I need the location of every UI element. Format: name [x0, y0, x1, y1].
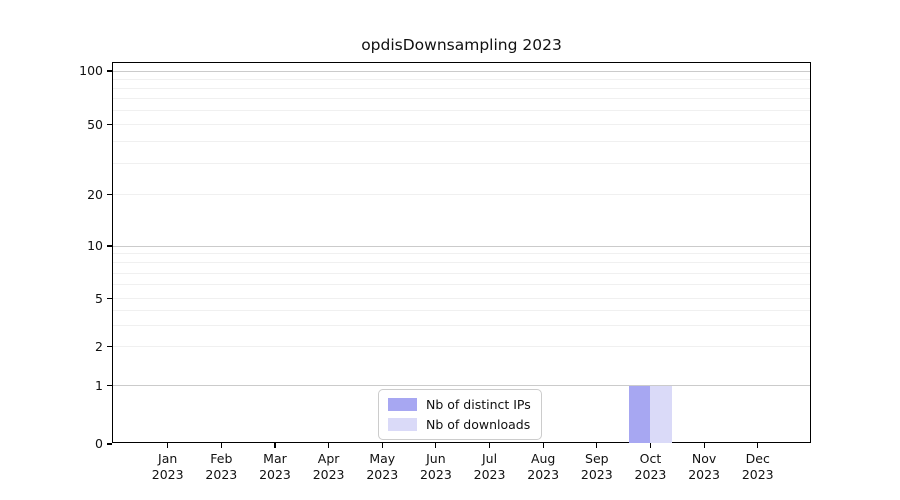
- chart-title: opdisDownsampling 2023: [361, 36, 562, 54]
- legend-swatch-distinct-ips: [388, 398, 417, 411]
- x-tick-label: Aug 2023: [511, 451, 575, 483]
- legend-label-distinct-ips: Nb of distinct IPs: [426, 397, 531, 412]
- x-tick-month: Jun: [426, 451, 446, 466]
- minor-gridline: [113, 284, 810, 286]
- bar-distinct-ips: [628, 385, 651, 443]
- x-axis-tick: [220, 443, 222, 448]
- x-tick-year: 2023: [634, 467, 667, 482]
- y-axis-tick: [107, 443, 112, 445]
- minor-gridline: [113, 124, 810, 125]
- x-tick-month: Apr: [317, 451, 340, 466]
- x-axis-tick: [757, 443, 759, 448]
- x-tick-month: May: [369, 451, 396, 466]
- minor-gridline: [113, 194, 810, 195]
- x-tick-year: 2023: [205, 467, 238, 482]
- x-tick-label: Nov 2023: [672, 451, 736, 483]
- x-tick-month: Dec: [745, 451, 770, 466]
- legend-label-downloads: Nb of downloads: [426, 417, 531, 432]
- minor-gridline: [113, 141, 810, 143]
- x-tick-label: Dec 2023: [726, 451, 790, 483]
- x-tick-month: Oct: [639, 451, 662, 466]
- legend-item-downloads: Nb of downloads: [388, 417, 531, 432]
- y-tick-label: 20: [87, 186, 103, 202]
- minor-gridline: [113, 78, 810, 80]
- x-tick-year: 2023: [366, 467, 399, 482]
- x-tick-label: May 2023: [350, 451, 414, 483]
- x-axis-tick: [328, 443, 330, 448]
- y-tick-label: 1: [95, 377, 103, 393]
- y-tick-label: 10: [87, 238, 103, 253]
- x-tick-month: Sep: [585, 451, 609, 466]
- y-tick-label: 100: [79, 63, 103, 78]
- major-gridline: [113, 385, 810, 386]
- x-tick-label: Feb 2023: [189, 451, 253, 483]
- y-axis-tick: [107, 297, 112, 300]
- x-axis-tick: [596, 443, 598, 448]
- y-tick-label: 2: [95, 338, 103, 354]
- x-tick-year: 2023: [473, 467, 506, 482]
- x-tick-year: 2023: [419, 467, 452, 482]
- x-tick-month: Mar: [263, 451, 287, 466]
- x-axis-tick: [435, 443, 437, 448]
- y-axis-tick: [107, 123, 112, 126]
- minor-gridline: [113, 346, 810, 347]
- y-axis-tick: [107, 70, 112, 72]
- x-tick-year: 2023: [688, 467, 720, 482]
- y-tick-label: 5: [95, 290, 103, 306]
- x-tick-month: Feb: [210, 451, 233, 466]
- minor-gridline: [113, 163, 810, 165]
- x-axis-tick: [542, 443, 544, 448]
- bar-downloads: [650, 385, 672, 443]
- x-axis-tick: [274, 443, 276, 448]
- minor-gridline: [113, 98, 810, 100]
- x-tick-year: 2023: [259, 467, 291, 482]
- major-gridline: [113, 70, 810, 72]
- legend: Nb of distinct IPs Nb of downloads: [378, 389, 542, 440]
- x-tick-year: 2023: [527, 467, 560, 482]
- x-axis-tick: [703, 443, 705, 448]
- y-tick-label: 50: [87, 116, 103, 132]
- x-tick-month: Jul: [481, 451, 498, 466]
- x-tick-label: Apr 2023: [297, 451, 361, 483]
- x-axis-tick: [649, 443, 652, 448]
- x-tick-year: 2023: [741, 467, 774, 482]
- minor-gridline: [113, 87, 810, 89]
- x-tick-label: Sep 2023: [565, 451, 629, 483]
- minor-gridline: [113, 262, 810, 264]
- y-axis-tick: [107, 245, 112, 247]
- legend-swatch-downloads: [388, 418, 417, 431]
- major-gridline: [113, 245, 810, 247]
- minor-gridline: [113, 109, 810, 111]
- x-axis-tick: [381, 443, 383, 448]
- x-axis-tick: [488, 443, 491, 448]
- x-tick-label: Jul 2023: [458, 451, 522, 483]
- x-tick-month: Jan: [158, 451, 178, 466]
- y-axis-tick: [107, 384, 112, 387]
- legend-item-distinct-ips: Nb of distinct IPs: [388, 397, 531, 412]
- minor-gridline: [113, 298, 810, 299]
- x-tick-month: Aug: [530, 451, 556, 466]
- plot-area: Nb of distinct IPs Nb of downloads 0 1 2 5 1…: [79, 62, 811, 482]
- y-axis-tick: [107, 345, 112, 348]
- y-tick-label: 0: [95, 436, 103, 451]
- x-tick-label: Mar 2023: [243, 451, 307, 483]
- x-tick-label: Jan 2023: [136, 451, 200, 483]
- x-tick-year: 2023: [312, 467, 345, 482]
- minor-gridline: [113, 253, 810, 255]
- x-tick-year: 2023: [151, 467, 184, 482]
- x-tick-month: Nov: [691, 451, 717, 466]
- x-tick-label: Oct 2023: [618, 451, 682, 483]
- x-axis-tick: [167, 443, 169, 448]
- y-axis-tick: [107, 193, 112, 196]
- minor-gridline: [113, 272, 810, 274]
- x-tick-year: 2023: [580, 467, 613, 482]
- x-tick-label: Jun 2023: [404, 451, 468, 483]
- minor-gridline: [113, 309, 810, 311]
- minor-gridline: [113, 324, 810, 326]
